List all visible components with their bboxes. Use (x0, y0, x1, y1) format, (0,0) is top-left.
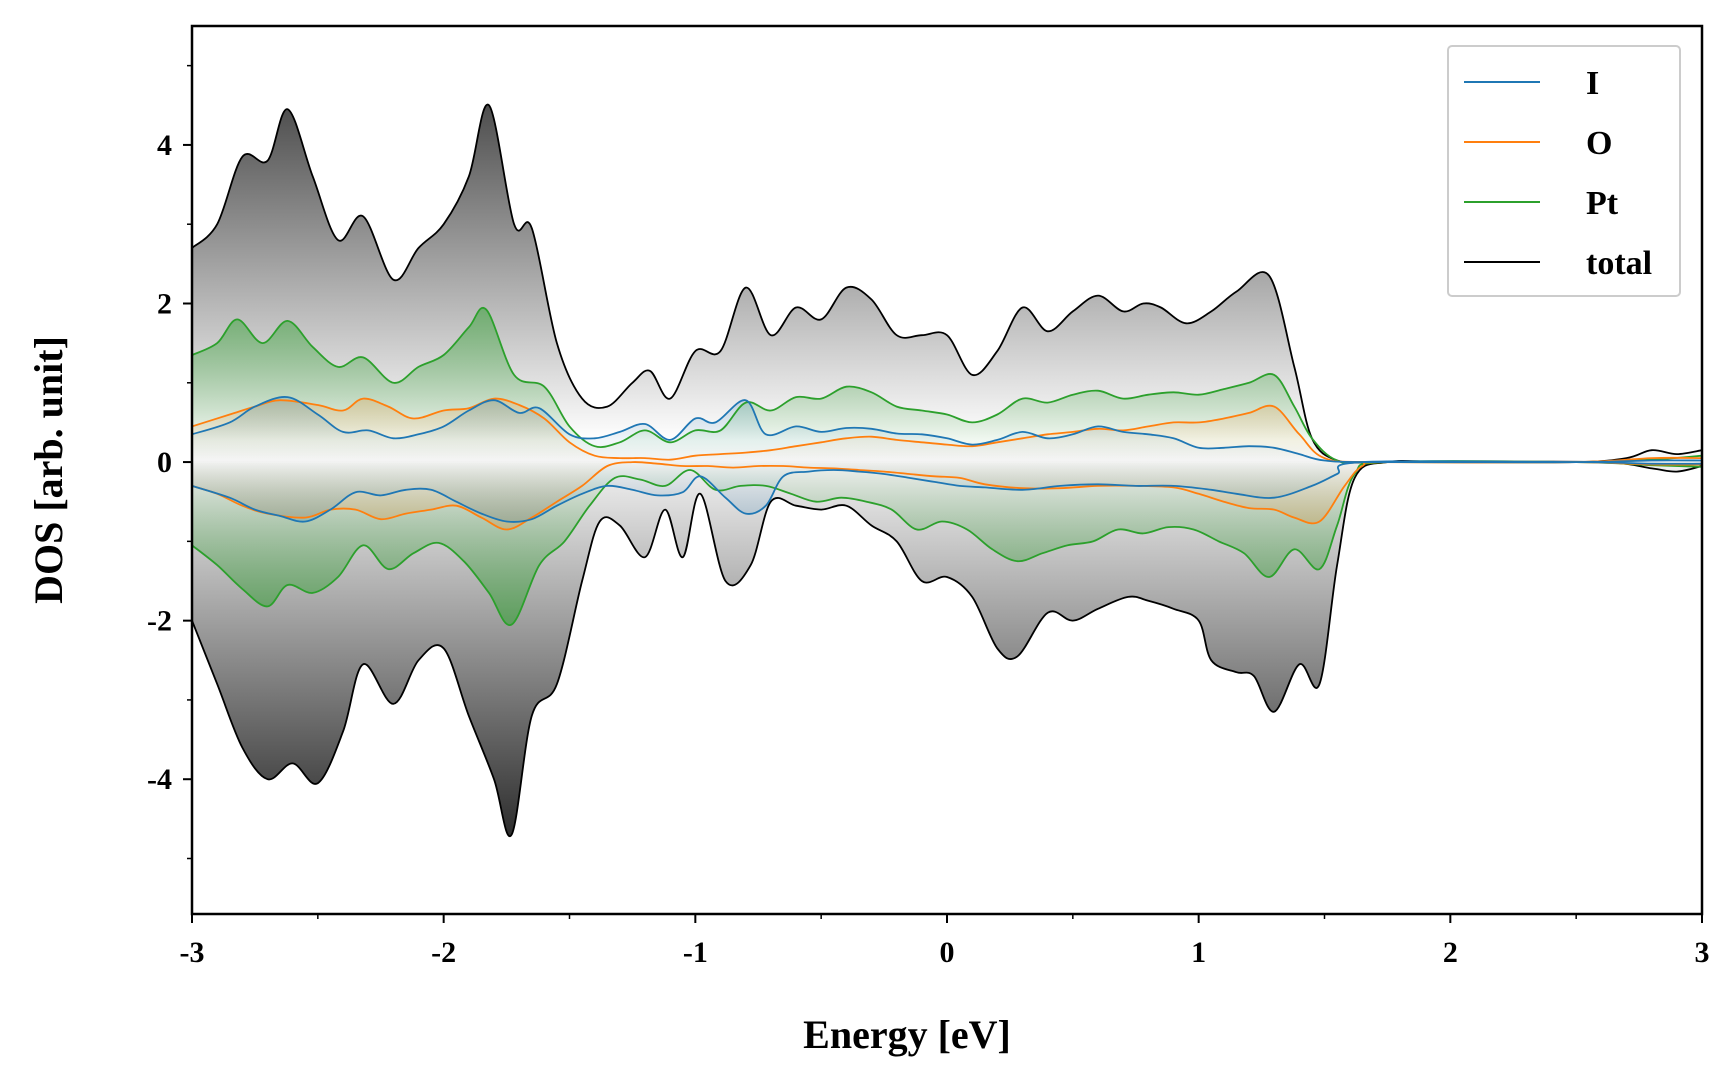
total-spin-down-line (192, 460, 1702, 838)
pt-spin-down-line (192, 460, 1702, 626)
total-spin-up-line (192, 103, 1702, 464)
x-tick-label: -2 (431, 936, 456, 969)
i-spin-up-line (192, 396, 1702, 464)
y-tick-label: 2 (157, 288, 172, 321)
y-tick-label: 0 (157, 446, 172, 479)
y-tick-label: -2 (147, 605, 172, 638)
legend-label-pt: Pt (1586, 185, 1619, 222)
y-tick-label: 4 (157, 129, 172, 162)
o-spin-down-line (192, 460, 1702, 531)
x-tick-label: 0 (940, 936, 955, 969)
x-tick-label: 1 (1191, 936, 1206, 969)
x-tick-label: -1 (683, 936, 708, 969)
x-axis-title: Energy [eV] (803, 1012, 1011, 1057)
legend: IO Pt total (1447, 45, 1681, 297)
legend-label-total: total (1586, 245, 1652, 282)
legend-box (1447, 45, 1681, 297)
y-axis-title: DOS [arb. unit] (26, 336, 71, 604)
i-spin-down-fill (192, 461, 1702, 522)
i-spin-up-fill (192, 396, 1702, 463)
legend-label-i: I (1586, 65, 1599, 102)
x-tick-label: 2 (1443, 936, 1458, 969)
x-tick-label: 3 (1695, 936, 1710, 969)
x-tick-label: -3 (180, 936, 205, 969)
i-spin-down-line (192, 460, 1702, 523)
o-spin-up-line (192, 397, 1702, 464)
legend-label-o: O (1586, 125, 1612, 162)
pt-spin-up-line (192, 307, 1702, 464)
y-tick-label: -4 (147, 763, 172, 796)
